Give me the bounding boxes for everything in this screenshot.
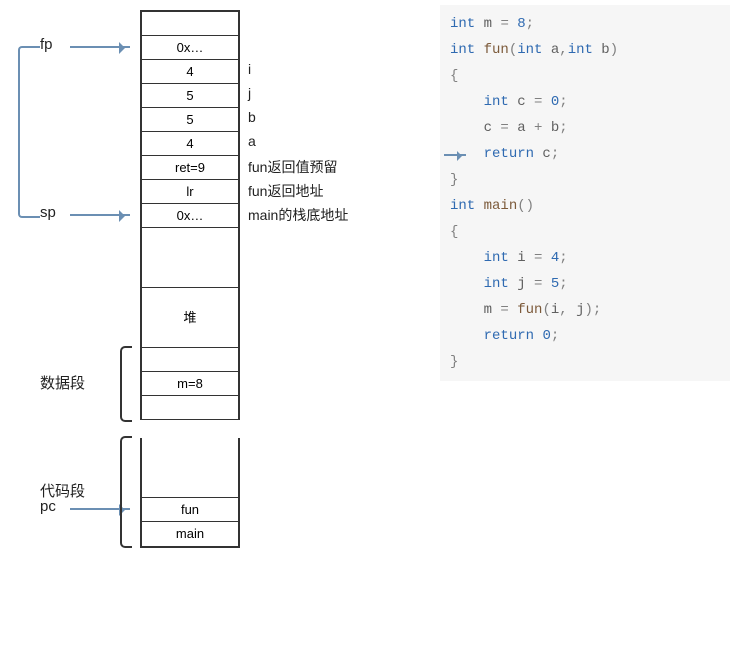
memory-cell: 5 <box>142 84 238 108</box>
code-line: return c; <box>450 141 720 167</box>
code-section-brace <box>120 436 132 548</box>
memory-cell: ret=9 <box>142 156 238 180</box>
code-line: { <box>450 219 720 245</box>
memory-cell <box>142 348 238 372</box>
cell-label: main的栈底地址 <box>248 205 348 225</box>
data-section-label: 数据段 <box>40 372 85 393</box>
memory-cell <box>142 396 238 420</box>
memory-cell: 0x… <box>142 36 238 60</box>
code-line: } <box>450 167 720 193</box>
data-section-brace <box>120 346 132 422</box>
code-line: int main() <box>450 193 720 219</box>
fp-sp-connector <box>18 46 40 218</box>
code-section-label: 代码段 <box>40 480 85 501</box>
current-line-arrow <box>444 154 466 156</box>
memory-cell <box>142 438 238 498</box>
memory-diagram: 0x…4554ret=9lr0x…堆m=8funmain ijbafun返回值预… <box>0 0 420 651</box>
cell-label: fun返回值预留 <box>248 157 337 177</box>
cell-label: b <box>248 109 256 125</box>
code-line: return 0; <box>450 323 720 349</box>
cell-label: a <box>248 133 256 149</box>
memory-column: 0x…4554ret=9lr0x…堆m=8funmain <box>140 10 240 548</box>
memory-cell: lr <box>142 180 238 204</box>
memory-cell: 4 <box>142 132 238 156</box>
code-panel: int m = 8;int fun(int a,int b){ int c = … <box>440 5 730 381</box>
code-line: c = a + b; <box>450 115 720 141</box>
code-line: { <box>450 63 720 89</box>
memory-cell: fun <box>142 498 238 522</box>
cell-label: fun返回地址 <box>248 181 323 201</box>
sp-pointer-label: sp <box>40 204 56 221</box>
code-line: int fun(int a,int b) <box>450 37 720 63</box>
code-line: int m = 8; <box>450 11 720 37</box>
memory-cell: m=8 <box>142 372 238 396</box>
code-line: int j = 5; <box>450 271 720 297</box>
memory-cell: 5 <box>142 108 238 132</box>
fp-pointer-arrow <box>70 46 130 48</box>
code-line: } <box>450 349 720 375</box>
cell-label: i <box>248 61 251 77</box>
code-line: int i = 4; <box>450 245 720 271</box>
memory-cell: 4 <box>142 60 238 84</box>
sp-pointer-arrow <box>70 214 130 216</box>
memory-cell: 堆 <box>142 288 238 348</box>
memory-cell: 0x… <box>142 204 238 228</box>
memory-cell <box>142 228 238 288</box>
memory-cell: main <box>142 522 238 546</box>
fp-pointer-label: fp <box>40 36 53 53</box>
code-line: m = fun(i, j); <box>450 297 720 323</box>
cell-label: j <box>248 85 251 101</box>
memory-cell <box>142 12 238 36</box>
column-gap <box>140 420 240 438</box>
code-line: int c = 0; <box>450 89 720 115</box>
